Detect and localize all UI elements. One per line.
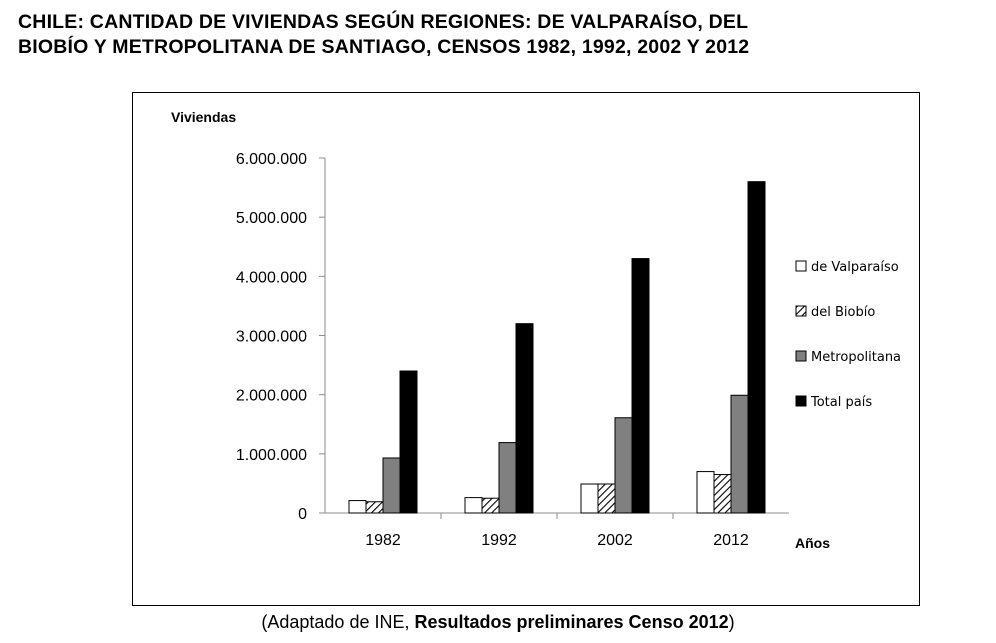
y-tick-label: 3.000.000 xyxy=(236,329,307,346)
x-axis-title: Años xyxy=(795,535,830,551)
chart-frame: 0 1.000.000 2.000.000 3.000.000 4.000.000 5.0… xyxy=(132,92,920,606)
legend-swatch xyxy=(795,305,807,317)
y-tick-label: 2.000.000 xyxy=(236,388,307,405)
x-tick-label: 2012 xyxy=(713,532,749,549)
bar-3-2002 xyxy=(631,258,650,514)
chart-title: CHILE: CANTIDAD DE VIVIENDAS SEGÚN REGIO… xyxy=(18,10,980,60)
legend-label: Metropolitana xyxy=(811,350,901,365)
bar-3-1982 xyxy=(399,370,418,514)
y-tick-label: 5.000.000 xyxy=(236,210,307,227)
legend-swatch xyxy=(795,350,807,362)
y-tick-label: 1.000.000 xyxy=(236,447,307,464)
x-tick-label: 2002 xyxy=(597,532,633,549)
bar-2-2012 xyxy=(730,394,749,514)
bar-1-1992 xyxy=(481,497,500,514)
bar-2-1982 xyxy=(382,457,401,514)
source-note: (Adaptado de INE, Resultados preliminare… xyxy=(0,612,996,633)
y-tick-label: 4.000.000 xyxy=(236,269,307,286)
bar-1-2002 xyxy=(597,483,616,514)
bar-3-2012 xyxy=(747,181,766,514)
bar-2-2002 xyxy=(614,417,633,514)
bar-0-1992 xyxy=(464,497,483,514)
bar-0-2012 xyxy=(696,471,715,514)
legend-swatch xyxy=(795,260,807,272)
bar-2-1992 xyxy=(498,442,517,514)
chart-title-line-1: CHILE: CANTIDAD DE VIVIENDAS SEGÚN REGIO… xyxy=(18,11,749,33)
x-tick-label: 1982 xyxy=(365,532,401,549)
bar-1-2012 xyxy=(713,474,732,514)
source-prefix: (Adaptado de INE, xyxy=(261,612,415,632)
y-tick-label: 6.000.000 xyxy=(236,151,307,168)
chart-title-line-2: BIOBÍO Y METROPOLITANA DE SANTIAGO, CENS… xyxy=(18,36,750,58)
legend-label: de Valparaíso xyxy=(811,260,899,275)
legend-swatch xyxy=(795,395,807,407)
bar-3-1992 xyxy=(515,323,534,514)
legend-label: del Biobío xyxy=(811,305,875,320)
x-tick-label: 1992 xyxy=(481,532,517,549)
y-axis-title: Viviendas xyxy=(171,109,236,125)
source-suffix: ) xyxy=(728,612,735,632)
bar-0-2002 xyxy=(580,483,599,514)
source-title: Resultados preliminares Censo 2012 xyxy=(414,612,729,632)
legend-label: Total país xyxy=(810,395,872,410)
y-tick-label: 0 xyxy=(298,506,307,523)
bar-0-1982 xyxy=(348,500,367,514)
bar-1-1982 xyxy=(365,501,384,514)
bar-chart: 0 1.000.000 2.000.000 3.000.000 4.000.000 5.0… xyxy=(171,109,901,551)
